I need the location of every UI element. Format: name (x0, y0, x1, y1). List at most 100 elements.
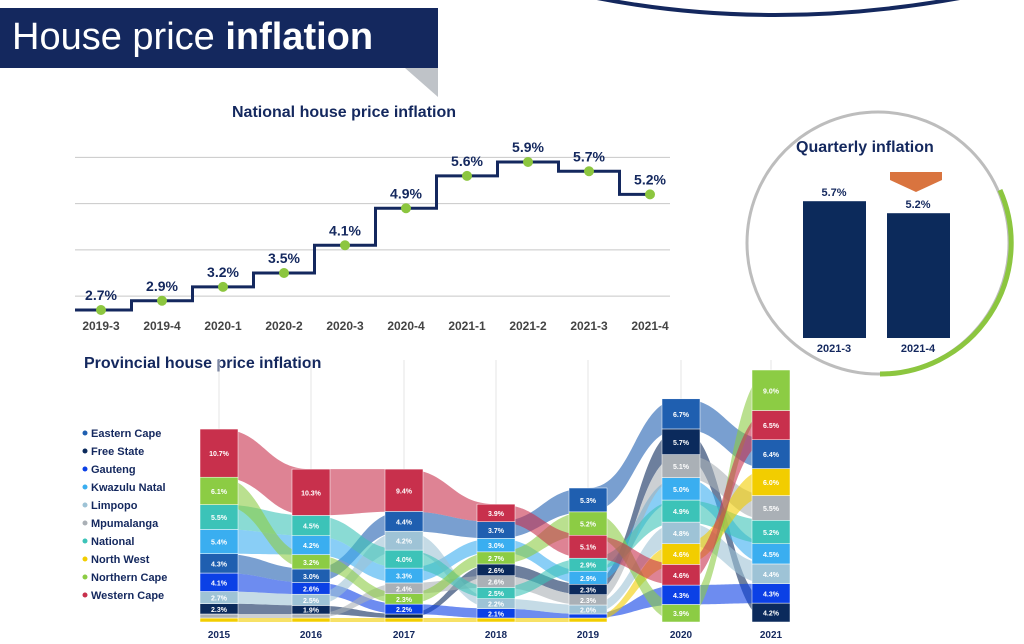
block-label: 4.3% (673, 593, 690, 600)
legend-marker (82, 556, 88, 562)
block-label: 6.7% (673, 412, 690, 419)
block-label: 2.9% (580, 563, 597, 570)
data-point (218, 281, 228, 292)
block-label: 5.2% (580, 522, 597, 529)
ribbon-western-cape (219, 429, 311, 516)
ribbon-western-cape (496, 504, 588, 559)
data-point (96, 305, 106, 315)
x-tick-label: 2020-3 (326, 319, 364, 333)
block-label: 2.5% (303, 598, 320, 605)
ribbon-western-cape (588, 535, 681, 586)
block-label: 2.6% (303, 586, 320, 593)
block-label: 4.1% (211, 580, 228, 587)
ribbon-eastern-cape (219, 553, 311, 583)
ribbon-northern-cape (404, 551, 496, 605)
data-point (157, 295, 167, 306)
block-label: 2.9% (580, 576, 597, 583)
block-label: 2.5% (488, 591, 505, 598)
legend-marker (82, 538, 88, 544)
block-label: 4.0% (396, 557, 413, 564)
block-label: 9.4% (396, 488, 413, 495)
block-label: 4.2% (303, 543, 320, 550)
x-tick-label: 2017 (393, 630, 416, 641)
ribbon-northern-cape (311, 554, 404, 605)
legend-marker (82, 502, 88, 508)
bar (803, 201, 866, 338)
block-label: 4.4% (763, 572, 780, 579)
data-point (584, 166, 594, 177)
block-northern-cape (199, 476, 239, 505)
legend-item: Northern Cape (91, 572, 167, 584)
legend-marker (82, 592, 88, 598)
block-label: 4.2% (763, 611, 780, 618)
ribbon-mpumalanga (404, 575, 496, 594)
data-point (462, 170, 472, 181)
data-label: 2.7% (85, 287, 117, 303)
title-bold: inflation (225, 16, 374, 58)
block-north-west (568, 617, 608, 623)
ribbon-north-west (219, 618, 311, 622)
block-label: 4.5% (303, 524, 320, 531)
legend-marker (82, 484, 88, 490)
block-label: 2.0% (580, 608, 597, 615)
legend-item: Kwazulu Natal (91, 482, 166, 494)
legend-marker (82, 430, 88, 436)
block-eastern-cape (568, 487, 608, 513)
ribbon-national (311, 515, 404, 569)
ribbon-mpumalanga (219, 614, 311, 618)
data-label: 2.9% (146, 278, 178, 294)
ribbon-free-state (219, 603, 311, 614)
x-tick-label: 2020-2 (265, 319, 303, 333)
block-western-cape (291, 468, 331, 516)
ribbons (219, 370, 771, 622)
legend-item: Gauteng (91, 464, 136, 476)
quarterly-chart-title: Quarterly inflation (796, 139, 934, 156)
x-tick-label: 2019-4 (143, 319, 181, 333)
block-label: 3.7% (488, 528, 505, 535)
x-tick-label: 2020 (670, 630, 693, 641)
ribbon-north-west (681, 468, 771, 565)
data-label: 5.2% (634, 171, 666, 187)
bar-label: 5.7% (821, 187, 846, 199)
circle-frame (745, 110, 1011, 376)
block-label: 2.2% (396, 607, 413, 614)
block-label: 5.2% (763, 530, 780, 537)
block-label: 4.6% (673, 552, 690, 559)
block-north-west (199, 617, 239, 623)
data-label: 5.9% (512, 139, 544, 155)
legend-marker (82, 466, 88, 472)
decorative-arc (596, 0, 960, 17)
x-tick-label: 2021-2 (509, 319, 547, 333)
legend-item: North West (91, 554, 150, 566)
ribbon-western-cape (681, 410, 771, 586)
block-label: 4.4% (396, 519, 413, 526)
x-tick-label: 2019-3 (82, 319, 120, 333)
ribbon-gauteng (404, 604, 496, 618)
block-label: 2.6% (488, 568, 505, 575)
block-gauteng (568, 613, 608, 619)
block-north-west (751, 468, 791, 496)
block-label: 3.9% (673, 611, 690, 618)
block-label: 5.3% (580, 498, 597, 505)
ribbon-western-cape (404, 469, 496, 522)
progress-arc (879, 188, 1014, 377)
x-tick-label: 2018 (485, 630, 508, 641)
block-label: 4.8% (673, 531, 690, 538)
block-label: 5.5% (763, 506, 780, 513)
block-label: 10.3% (301, 490, 322, 497)
national-chart-title: National house price inflation (232, 104, 457, 121)
data-label: 5.7% (573, 148, 605, 164)
data-point (279, 268, 289, 278)
bar (887, 213, 950, 338)
x-tick-label: 2021-4 (631, 319, 669, 333)
block-label: 6.4% (763, 452, 780, 459)
ribbon-kwazulu-natal (404, 538, 496, 583)
block-label: 5.0% (673, 487, 690, 494)
x-tick-label: 2020-1 (204, 319, 242, 333)
x-tick-label: 2016 (300, 630, 323, 641)
ribbon-free-state (588, 428, 681, 595)
block-mpumalanga (199, 613, 239, 619)
data-point (401, 203, 411, 214)
x-tick-label: 2021-4 (901, 343, 936, 355)
bar-label: 5.2% (905, 199, 930, 211)
